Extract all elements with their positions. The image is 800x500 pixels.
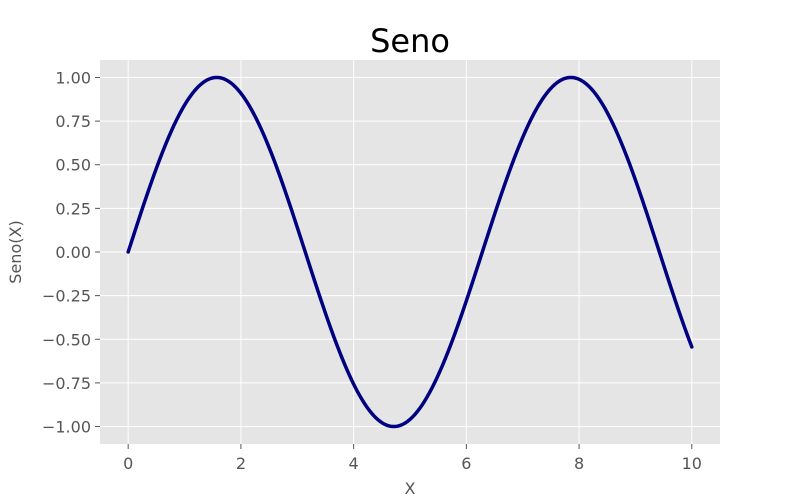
x-tick-label: 2 [236, 454, 246, 473]
x-tick-label: 8 [574, 454, 584, 473]
x-axis-label: X [405, 479, 416, 498]
series-line-sine [126, 75, 694, 429]
y-tick-labels: 1.00 0.75 0.50 0.25 0.00 −0.25 −0.50 −0.75 −1.00 [42, 68, 100, 437]
x-tick-labels: 0 2 4 6 8 10 [123, 444, 702, 473]
y-tick-label: 0.50 [55, 156, 91, 175]
y-tick-label: −0.50 [42, 330, 91, 349]
y-tick-label: 1.00 [55, 68, 91, 87]
y-tick-label: −0.25 [42, 287, 91, 306]
chart-title: Seno [370, 22, 450, 60]
y-axis-label: Seno(X) [6, 220, 25, 283]
x-tick-label: 6 [461, 454, 471, 473]
x-tick-label: 0 [123, 454, 133, 473]
x-tick-label: 10 [682, 454, 702, 473]
y-tick-label: −1.00 [42, 418, 91, 437]
y-tick-label: 0.25 [55, 199, 91, 218]
y-tick-label: 0.75 [55, 112, 91, 131]
x-tick-label: 4 [349, 454, 359, 473]
y-tick-label: −0.75 [42, 374, 91, 393]
y-tick-label: 0.00 [55, 243, 91, 262]
